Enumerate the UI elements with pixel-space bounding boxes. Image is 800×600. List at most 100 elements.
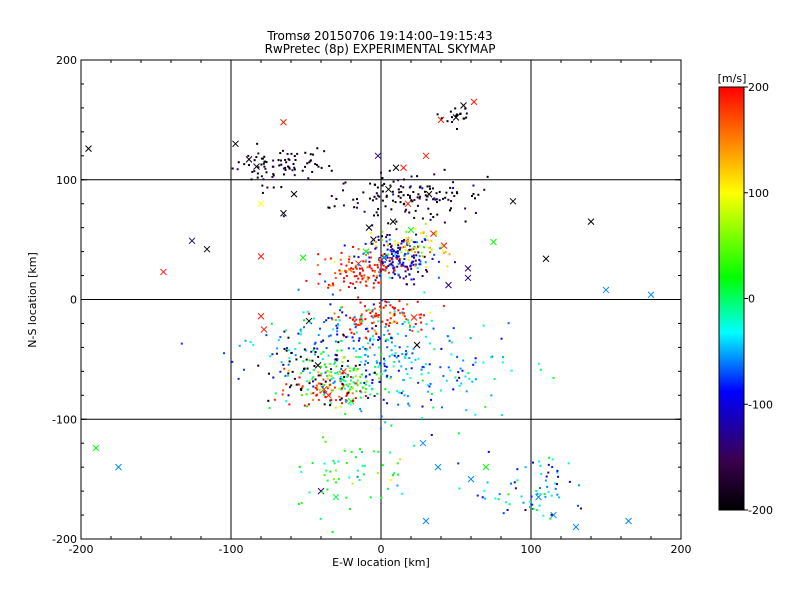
data-point-dot xyxy=(336,358,339,361)
data-point-x xyxy=(280,209,287,217)
data-point-dot xyxy=(408,329,411,332)
data-point-dot xyxy=(352,267,355,270)
data-point-dot xyxy=(277,159,280,162)
data-point-dot xyxy=(468,377,471,380)
data-point-dot xyxy=(365,349,368,352)
data-point-dot xyxy=(360,410,363,413)
data-point-dot xyxy=(528,505,531,508)
data-point-dot xyxy=(285,383,288,386)
data-point-dot xyxy=(356,206,359,209)
data-point-dot xyxy=(284,329,287,332)
data-point-dot xyxy=(344,269,347,272)
data-point-dot xyxy=(358,323,361,326)
data-point-dot xyxy=(327,283,330,286)
data-point-dot xyxy=(263,165,266,168)
data-point-dot xyxy=(426,270,429,273)
data-point-dot xyxy=(393,266,396,269)
data-point-dot xyxy=(285,400,288,403)
data-point-dot xyxy=(381,235,384,238)
data-point-dot xyxy=(314,351,317,354)
data-point-dot xyxy=(471,194,474,197)
data-point-dot xyxy=(432,216,435,219)
data-point-dot xyxy=(288,158,291,161)
data-point-dot xyxy=(280,361,283,364)
data-point-dot xyxy=(404,270,407,273)
data-point-dot xyxy=(390,341,393,344)
data-point-dot xyxy=(301,169,304,172)
data-point-dot xyxy=(384,266,387,269)
data-point-dot xyxy=(377,316,380,319)
data-point-dot xyxy=(376,263,379,266)
data-point-dot xyxy=(354,382,357,385)
data-point-dot xyxy=(421,217,424,220)
data-point-dot xyxy=(424,239,427,242)
data-point-dot xyxy=(406,395,409,398)
data-point-dot xyxy=(456,379,459,382)
data-point-dot xyxy=(265,171,268,174)
data-point-dot xyxy=(392,267,395,270)
data-point-dot xyxy=(361,267,364,270)
data-point-dot xyxy=(474,413,477,416)
colorbar-tick-label: -200 xyxy=(748,504,773,517)
data-point-x xyxy=(542,255,550,263)
data-point-dot xyxy=(243,163,246,166)
data-point-dot xyxy=(429,187,432,190)
data-point-dot xyxy=(298,376,301,379)
data-point-dot xyxy=(433,348,436,351)
data-point-x xyxy=(490,238,497,246)
data-point-dot xyxy=(368,197,371,200)
data-point-dot xyxy=(350,270,353,273)
data-point-dot xyxy=(330,375,333,378)
data-point-dot xyxy=(366,348,369,351)
data-point-dot xyxy=(311,462,314,465)
data-point-dot xyxy=(474,211,477,214)
data-point-dot xyxy=(341,306,344,309)
data-point-dot xyxy=(417,193,420,196)
data-point-dot xyxy=(391,353,394,356)
data-point-x xyxy=(572,523,580,531)
data-point-dot xyxy=(337,373,340,376)
data-point-dot xyxy=(547,463,550,466)
data-point-dot xyxy=(282,363,285,366)
data-point-dot xyxy=(389,257,392,260)
data-point-dot xyxy=(306,310,309,313)
data-point-dot xyxy=(455,127,458,130)
data-point-dot xyxy=(316,347,319,350)
data-point-dot xyxy=(318,388,321,391)
data-point-dot xyxy=(322,389,325,392)
data-point-dot xyxy=(359,390,362,393)
data-point-dot xyxy=(349,282,352,285)
data-point-dot xyxy=(331,282,334,285)
data-point-dot xyxy=(282,173,285,176)
data-point-dot xyxy=(283,330,286,333)
data-point-dot xyxy=(261,157,264,160)
data-point-dot xyxy=(355,318,358,321)
data-point-dot xyxy=(394,344,397,347)
data-point-dot xyxy=(347,347,350,350)
data-point-dot xyxy=(322,339,325,342)
data-point-dot xyxy=(383,333,386,336)
data-point-dot xyxy=(379,258,382,261)
data-point-dot xyxy=(386,233,389,236)
data-point-dot xyxy=(392,315,395,318)
data-point-dot xyxy=(372,303,375,306)
data-point-dot xyxy=(483,188,486,191)
data-point-dot xyxy=(322,378,325,381)
data-point-dot xyxy=(348,476,351,479)
data-point-dot xyxy=(497,498,500,501)
data-point-x xyxy=(280,118,287,126)
data-point-dot xyxy=(334,353,337,356)
data-point-dot xyxy=(364,318,367,321)
data-point-dot xyxy=(377,366,380,369)
data-point-dot xyxy=(522,501,525,504)
data-point-dot xyxy=(361,464,364,467)
data-point-dot xyxy=(357,339,360,342)
data-point-dot xyxy=(363,305,366,308)
data-point-dot xyxy=(384,300,387,303)
data-point-dot xyxy=(358,320,361,323)
data-point-dot xyxy=(453,261,456,264)
data-point-dot xyxy=(447,366,450,369)
data-point-dot xyxy=(364,260,367,263)
data-point-dot xyxy=(415,233,418,236)
data-point-dot xyxy=(180,342,183,345)
